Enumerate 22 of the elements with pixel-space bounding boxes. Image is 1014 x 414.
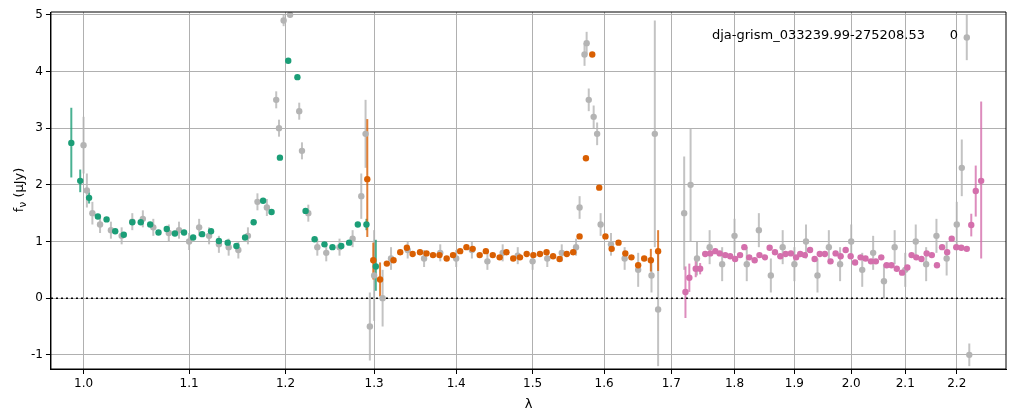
x-tick-label: 1.9 (784, 376, 804, 391)
x-tick-label: 2.1 (895, 376, 915, 391)
y-tick-label: 5 (35, 6, 43, 21)
y-tick-label: 2 (35, 176, 43, 191)
x-tick-label: 1.5 (523, 376, 543, 391)
x-axis-title: λ (524, 395, 533, 411)
y-tick-label: 1 (35, 233, 43, 248)
y-tick-label: -1 (31, 346, 43, 361)
y-tick-label: 4 (35, 63, 43, 78)
x-tick-label: 1.2 (275, 376, 296, 391)
x-tick-label: 1.4 (446, 376, 466, 391)
x-tick-label: 2.2 (947, 376, 967, 391)
x-tick-label: 1.3 (364, 376, 384, 391)
x-tick-label: 1.1 (179, 376, 199, 391)
y-tick-label: 3 (35, 120, 43, 135)
x-tick-label: 1.0 (74, 376, 94, 391)
x-tick-label: 1.8 (724, 376, 745, 391)
x-tick-label: 1.6 (594, 376, 614, 391)
y-tick-label: 0 (35, 290, 43, 305)
x-tick-label: 2.0 (841, 376, 861, 391)
annotation: dja-grism_033239.99-275208.53 0 (711, 27, 958, 43)
x-tick-label: 1.7 (661, 376, 681, 391)
